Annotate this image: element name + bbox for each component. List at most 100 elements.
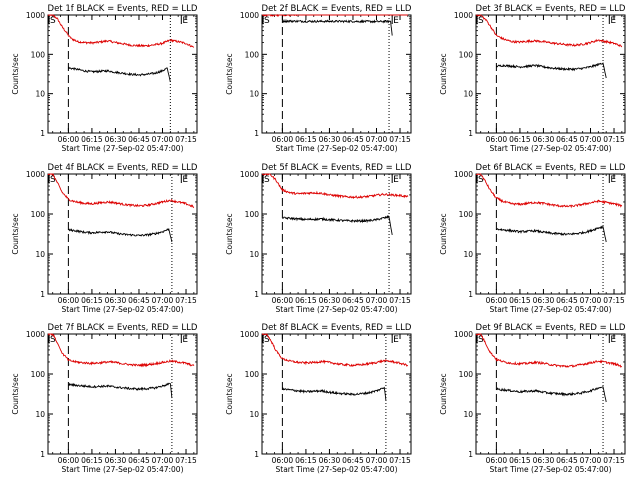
end-marker-label: E <box>182 335 188 345</box>
y-tick-label: 100 <box>245 370 260 379</box>
y-tick-label: 1 <box>40 450 45 459</box>
x-tick-label: 06:45 <box>128 135 150 144</box>
x-axis-label: Start Time (27-Sep-02 05:47:00) <box>62 465 184 474</box>
y-tick-label: 100 <box>31 210 46 219</box>
x-tick-label: 07:00 <box>152 135 174 144</box>
x-tick-label: 06:00 <box>58 296 80 305</box>
end-marker-label: E <box>182 16 188 26</box>
x-tick-label: 06:00 <box>272 135 294 144</box>
x-tick-label: 06:15 <box>509 296 531 305</box>
start-marker-label: S <box>478 335 484 345</box>
y-tick-label: 10 <box>249 90 259 99</box>
chart-title: Det 1f BLACK = Events, RED = LLD <box>48 4 198 14</box>
y-tick-label: 1000 <box>454 11 473 20</box>
y-tick-label: 1 <box>468 290 473 299</box>
events-series-line <box>495 62 607 79</box>
x-tick-label: 07:00 <box>366 456 388 465</box>
x-tick-label: 07:15 <box>603 296 625 305</box>
y-tick-label: 10 <box>463 90 473 99</box>
x-axis-label: Start Time (27-Sep-02 05:47:00) <box>490 305 612 314</box>
chart-panel: Det 6f BLACK = Events, RED = LLD 1 10 100 10… <box>439 163 626 314</box>
x-tick-label: 07:00 <box>152 296 174 305</box>
y-tick-label: 10 <box>249 410 259 419</box>
x-axis-label: Start Time (27-Sep-02 05:47:00) <box>276 465 398 474</box>
chart-title: Det 7f BLACK = Events, RED = LLD <box>48 323 198 333</box>
chart-title: Det 5f BLACK = Events, RED = LLD <box>262 163 412 173</box>
x-tick-label: 06:15 <box>81 135 103 144</box>
x-tick-label: 06:30 <box>533 296 555 305</box>
x-tick-label: 07:15 <box>389 296 411 305</box>
start-marker-label: S <box>50 175 56 185</box>
x-tick-label: 06:15 <box>509 456 531 465</box>
chart-title: Det 3f BLACK = Events, RED = LLD <box>476 4 626 14</box>
lld-series-line <box>47 333 195 368</box>
chart-panel: Det 8f BLACK = Events, RED = LLD 1 10 100 10… <box>225 323 412 474</box>
start-marker-label: S <box>478 175 484 185</box>
x-tick-label: 07:15 <box>603 456 625 465</box>
y-axis-label: Counts/sec <box>439 213 448 254</box>
y-tick-label: 1 <box>468 129 473 138</box>
y-tick-label: 10 <box>249 250 259 259</box>
chart-panel: Det 5f BLACK = Events, RED = LLD 1 10 100 10… <box>225 163 412 314</box>
x-tick-label: 06:45 <box>342 296 364 305</box>
x-tick-label: 06:45 <box>128 456 150 465</box>
y-axis-label: Counts/sec <box>225 213 234 254</box>
y-axis-label: Counts/sec <box>11 213 20 254</box>
end-marker-label: E <box>610 16 616 26</box>
x-tick-label: 06:30 <box>105 296 127 305</box>
x-tick-label: 06:30 <box>319 456 341 465</box>
chart-title: Det 8f BLACK = Events, RED = LLD <box>262 323 412 333</box>
x-axis-label: Start Time (27-Sep-02 05:47:00) <box>276 144 398 153</box>
lld-series-line <box>262 14 408 17</box>
x-tick-label: 06:00 <box>486 135 508 144</box>
x-tick-label: 06:00 <box>272 296 294 305</box>
y-tick-label: 100 <box>31 50 46 59</box>
plot-frame <box>261 333 412 455</box>
y-tick-label: 1 <box>254 129 259 138</box>
start-marker-label: S <box>50 335 56 345</box>
y-tick-label: 1000 <box>26 330 45 339</box>
y-tick-label: 1000 <box>454 330 473 339</box>
x-tick-label: 06:15 <box>81 296 103 305</box>
y-axis-label: Counts/sec <box>11 373 20 414</box>
events-series-line <box>496 386 607 403</box>
y-axis-label: Counts/sec <box>225 53 234 94</box>
x-tick-label: 06:30 <box>533 456 555 465</box>
x-tick-label: 06:15 <box>295 135 317 144</box>
x-tick-label: 06:30 <box>319 296 341 305</box>
x-tick-label: 06:30 <box>533 135 555 144</box>
y-tick-label: 100 <box>459 210 474 219</box>
y-tick-label: 1 <box>254 450 259 459</box>
events-series-line <box>68 227 173 243</box>
y-tick-label: 1000 <box>240 330 259 339</box>
events-series-line <box>281 386 387 401</box>
lld-series-line <box>475 173 623 209</box>
y-axis-label: Counts/sec <box>439 373 448 414</box>
y-tick-label: 10 <box>35 250 45 259</box>
x-tick-label: 06:45 <box>556 296 578 305</box>
x-tick-label: 07:15 <box>175 296 197 305</box>
x-tick-label: 06:00 <box>486 456 508 465</box>
lld-series-line <box>475 14 623 48</box>
x-tick-label: 07:00 <box>366 296 388 305</box>
chart-title: Det 6f BLACK = Events, RED = LLD <box>476 163 626 173</box>
plot-frame <box>261 14 412 134</box>
x-tick-label: 07:00 <box>580 135 602 144</box>
lld-series-line <box>475 333 623 368</box>
y-tick-label: 10 <box>35 410 45 419</box>
x-tick-label: 06:45 <box>128 296 150 305</box>
chart-panel: Det 9f BLACK = Events, RED = LLD 1 10 100 10… <box>439 323 626 474</box>
end-marker-label: E <box>393 335 399 345</box>
x-tick-label: 06:15 <box>295 296 317 305</box>
plot-frame <box>47 333 198 455</box>
chart-title: Det 4f BLACK = Events, RED = LLD <box>48 163 198 173</box>
start-marker-label: S <box>264 175 270 185</box>
chart-title: Det 2f BLACK = Events, RED = LLD <box>262 4 412 14</box>
x-axis-label: Start Time (27-Sep-02 05:47:00) <box>62 144 184 153</box>
x-tick-label: 06:00 <box>486 296 508 305</box>
x-tick-label: 07:15 <box>175 135 197 144</box>
chart-panel: Det 1f BLACK = Events, RED = LLD 1 10 100 10… <box>11 4 198 153</box>
chart-panel: Det 3f BLACK = Events, RED = LLD 1 10 100 10… <box>439 4 626 153</box>
x-tick-label: 07:15 <box>389 135 411 144</box>
